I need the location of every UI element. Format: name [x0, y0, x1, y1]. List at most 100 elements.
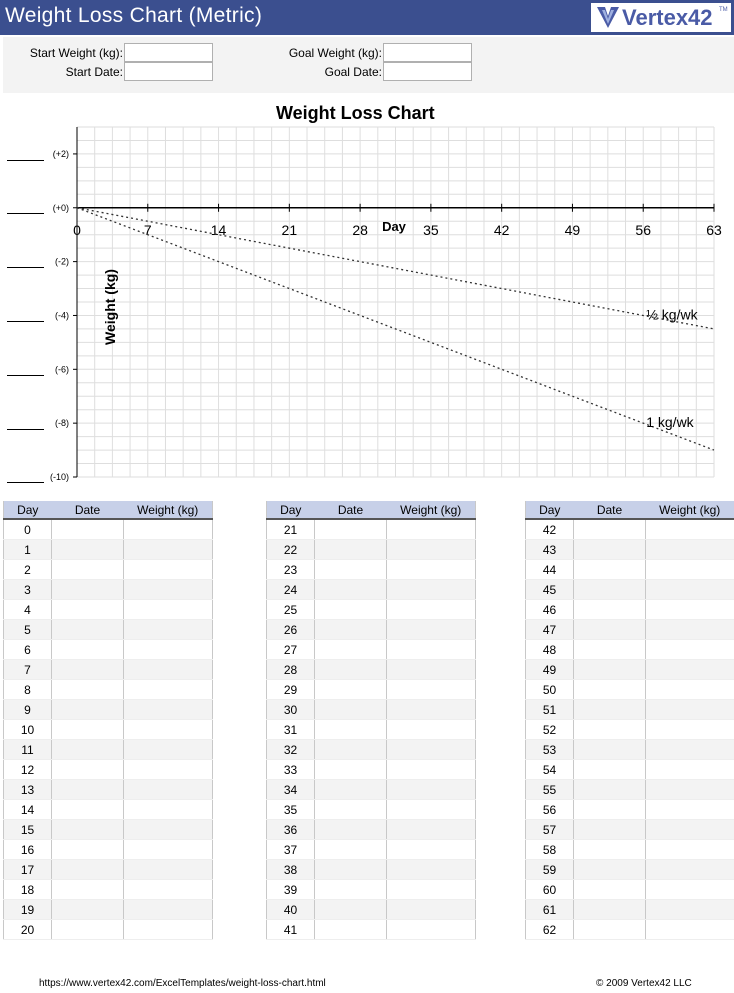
weight-cell[interactable]: [123, 519, 213, 540]
date-cell[interactable]: [573, 919, 646, 940]
date-cell[interactable]: [573, 799, 646, 820]
y-entry-line[interactable]: [7, 375, 44, 376]
start-weight-field[interactable]: [124, 43, 213, 62]
weight-cell[interactable]: [386, 859, 476, 880]
date-cell[interactable]: [314, 519, 387, 540]
weight-cell[interactable]: [645, 519, 734, 540]
weight-cell[interactable]: [386, 899, 476, 920]
date-cell[interactable]: [314, 659, 387, 680]
footer-url[interactable]: https://www.vertex42.com/ExcelTemplates/…: [39, 978, 326, 989]
date-cell[interactable]: [51, 639, 124, 660]
date-cell[interactable]: [51, 599, 124, 620]
weight-cell[interactable]: [123, 579, 213, 600]
start-date-field[interactable]: [124, 62, 213, 81]
weight-cell[interactable]: [123, 699, 213, 720]
date-cell[interactable]: [314, 919, 387, 940]
date-cell[interactable]: [51, 859, 124, 880]
weight-cell[interactable]: [123, 539, 213, 560]
date-cell[interactable]: [51, 819, 124, 840]
weight-cell[interactable]: [645, 919, 734, 940]
weight-cell[interactable]: [123, 799, 213, 820]
date-cell[interactable]: [314, 799, 387, 820]
weight-cell[interactable]: [386, 799, 476, 820]
weight-cell[interactable]: [386, 619, 476, 640]
weight-cell[interactable]: [645, 559, 734, 580]
weight-cell[interactable]: [645, 639, 734, 660]
y-entry-line[interactable]: [7, 213, 44, 214]
date-cell[interactable]: [573, 699, 646, 720]
date-cell[interactable]: [573, 579, 646, 600]
date-cell[interactable]: [314, 719, 387, 740]
weight-cell[interactable]: [645, 539, 734, 560]
weight-cell[interactable]: [123, 659, 213, 680]
date-cell[interactable]: [51, 919, 124, 940]
date-cell[interactable]: [573, 539, 646, 560]
weight-cell[interactable]: [123, 619, 213, 640]
date-cell[interactable]: [573, 639, 646, 660]
date-cell[interactable]: [314, 739, 387, 760]
date-cell[interactable]: [51, 799, 124, 820]
date-cell[interactable]: [314, 559, 387, 580]
weight-cell[interactable]: [386, 659, 476, 680]
date-cell[interactable]: [51, 759, 124, 780]
weight-cell[interactable]: [123, 839, 213, 860]
weight-cell[interactable]: [123, 759, 213, 780]
date-cell[interactable]: [573, 659, 646, 680]
date-cell[interactable]: [51, 839, 124, 860]
date-cell[interactable]: [573, 619, 646, 640]
goal-weight-field[interactable]: [383, 43, 472, 62]
date-cell[interactable]: [314, 579, 387, 600]
vertex42-logo[interactable]: Vertex42 TM: [591, 3, 731, 32]
weight-cell[interactable]: [386, 739, 476, 760]
weight-cell[interactable]: [645, 659, 734, 680]
date-cell[interactable]: [51, 539, 124, 560]
date-cell[interactable]: [573, 819, 646, 840]
date-cell[interactable]: [51, 619, 124, 640]
date-cell[interactable]: [51, 679, 124, 700]
weight-cell[interactable]: [645, 759, 734, 780]
weight-cell[interactable]: [645, 839, 734, 860]
date-cell[interactable]: [314, 539, 387, 560]
date-cell[interactable]: [314, 619, 387, 640]
date-cell[interactable]: [51, 719, 124, 740]
weight-cell[interactable]: [123, 879, 213, 900]
weight-cell[interactable]: [386, 599, 476, 620]
weight-cell[interactable]: [645, 779, 734, 800]
weight-cell[interactable]: [123, 919, 213, 940]
weight-cell[interactable]: [386, 559, 476, 580]
date-cell[interactable]: [314, 839, 387, 860]
weight-cell[interactable]: [645, 699, 734, 720]
weight-cell[interactable]: [123, 779, 213, 800]
date-cell[interactable]: [573, 759, 646, 780]
weight-cell[interactable]: [645, 579, 734, 600]
date-cell[interactable]: [573, 739, 646, 760]
weight-cell[interactable]: [645, 799, 734, 820]
weight-cell[interactable]: [123, 899, 213, 920]
weight-cell[interactable]: [123, 559, 213, 580]
weight-cell[interactable]: [123, 819, 213, 840]
date-cell[interactable]: [573, 879, 646, 900]
date-cell[interactable]: [51, 659, 124, 680]
y-entry-line[interactable]: [7, 267, 44, 268]
y-entry-line[interactable]: [7, 321, 44, 322]
weight-cell[interactable]: [123, 859, 213, 880]
date-cell[interactable]: [314, 879, 387, 900]
weight-cell[interactable]: [645, 819, 734, 840]
date-cell[interactable]: [314, 899, 387, 920]
date-cell[interactable]: [51, 699, 124, 720]
weight-cell[interactable]: [123, 679, 213, 700]
date-cell[interactable]: [573, 839, 646, 860]
date-cell[interactable]: [573, 859, 646, 880]
weight-cell[interactable]: [386, 779, 476, 800]
weight-cell[interactable]: [645, 859, 734, 880]
date-cell[interactable]: [51, 879, 124, 900]
date-cell[interactable]: [314, 819, 387, 840]
weight-cell[interactable]: [386, 699, 476, 720]
weight-cell[interactable]: [645, 619, 734, 640]
y-entry-line[interactable]: [7, 160, 44, 161]
date-cell[interactable]: [314, 639, 387, 660]
weight-cell[interactable]: [386, 719, 476, 740]
date-cell[interactable]: [314, 679, 387, 700]
date-cell[interactable]: [314, 599, 387, 620]
weight-cell[interactable]: [386, 519, 476, 540]
